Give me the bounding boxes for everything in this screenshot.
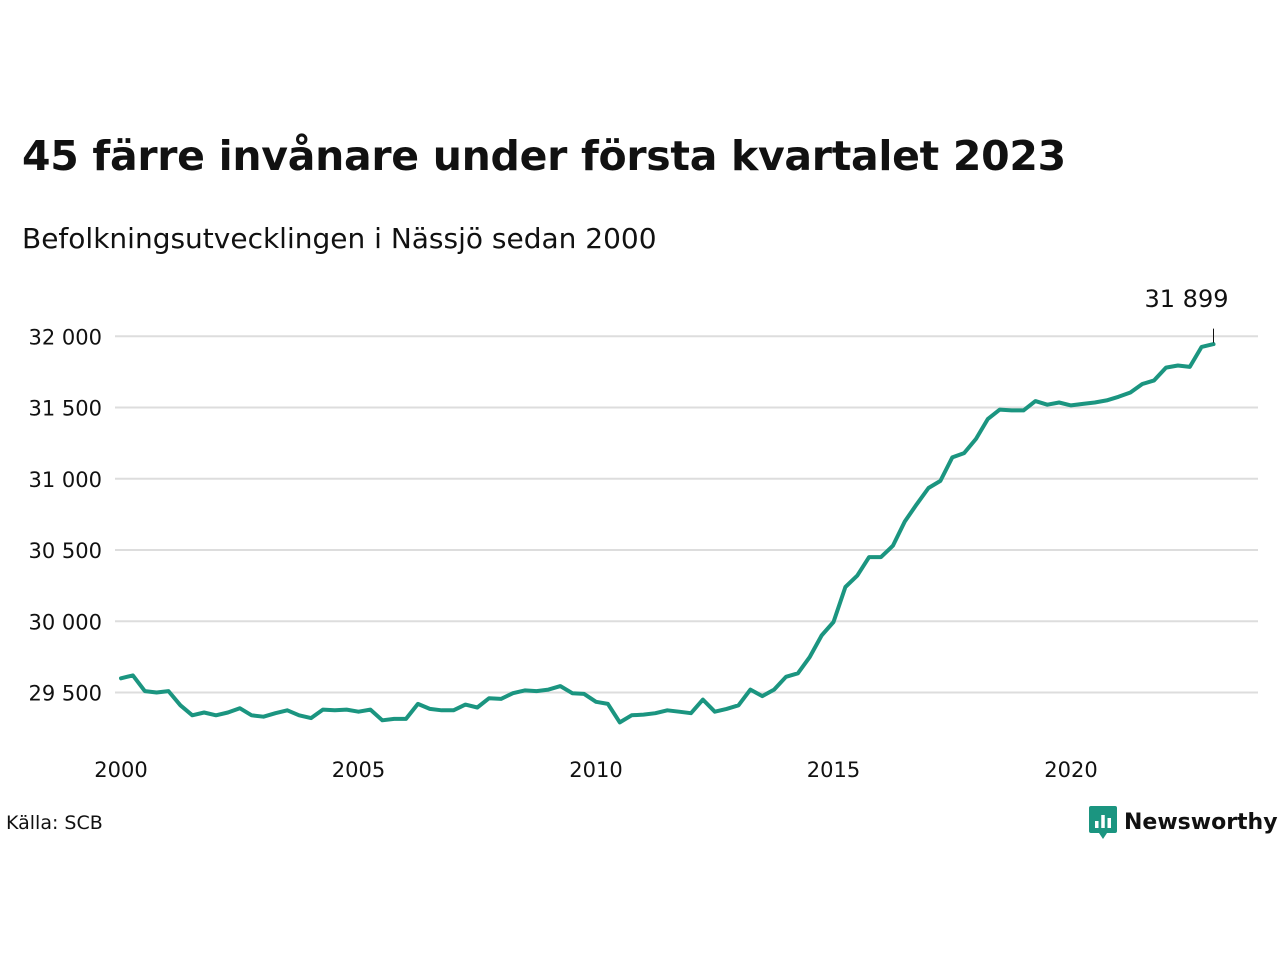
y-axis-ticks: 29 500 30 000 30 500 31 000 31 500 32 000 xyxy=(29,325,102,705)
x-axis-ticks: 2000 2005 2010 2015 2020 xyxy=(94,758,1097,782)
x-tick-label: 2010 xyxy=(569,758,622,782)
chart-subtitle: Befolkningsutvecklingen i Nässjö sedan 2… xyxy=(22,222,657,255)
grid-lines xyxy=(115,335,1258,694)
brand-logo: Newsworthy xyxy=(1088,804,1278,840)
brand-name: Newsworthy xyxy=(1124,809,1278,835)
x-tick-label: 2015 xyxy=(807,758,860,782)
y-tick-label: 30 000 xyxy=(29,610,102,634)
x-tick-label: 2005 xyxy=(332,758,385,782)
chart-title: 45 färre invånare under första kvartalet… xyxy=(22,132,1066,180)
newsworthy-logo-icon xyxy=(1089,806,1117,839)
y-tick-label: 30 500 xyxy=(29,539,102,563)
source-text: Källa: SCB xyxy=(6,812,103,834)
y-tick-label: 32 000 xyxy=(29,325,102,349)
y-tick-label: 31 000 xyxy=(29,468,102,492)
end-value-label: 31 899 xyxy=(1145,285,1229,313)
x-tick-label: 2020 xyxy=(1044,758,1097,782)
series-line xyxy=(119,342,1216,725)
x-tick-label: 2000 xyxy=(94,758,147,782)
y-tick-label: 29 500 xyxy=(29,682,102,706)
y-tick-label: 31 500 xyxy=(29,397,102,421)
